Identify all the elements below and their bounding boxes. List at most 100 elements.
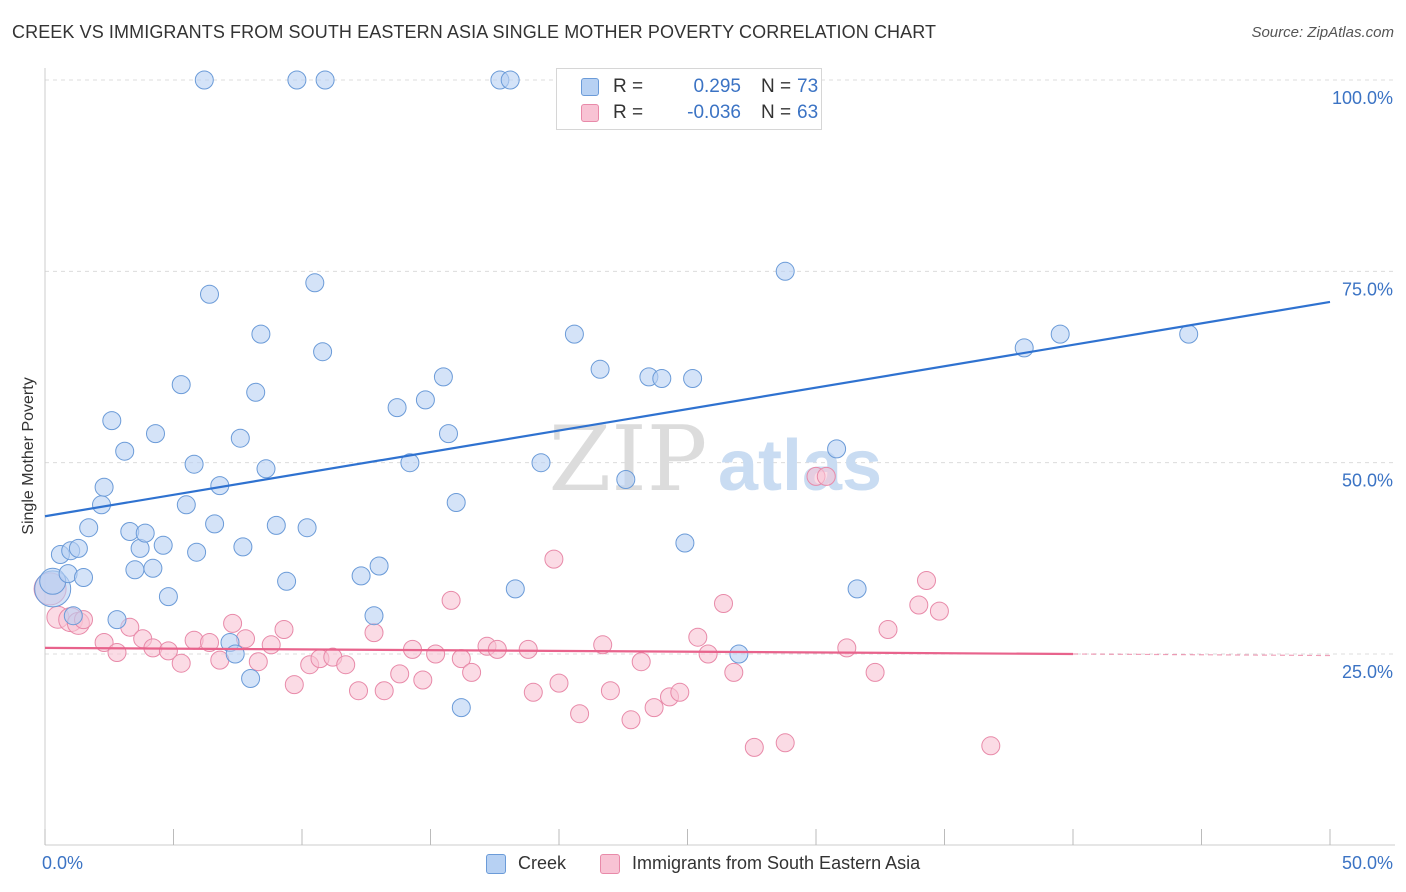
creek-point: [827, 439, 847, 459]
y-tick-label: 75.0%: [1342, 279, 1393, 299]
creek-point: [230, 428, 250, 448]
immigrants-point: [374, 681, 394, 701]
legend-r-value: -0.036: [687, 102, 741, 123]
creek-point: [616, 470, 636, 489]
creek-point: [531, 453, 551, 473]
creek-point: [369, 556, 389, 576]
watermark-atlas: atlas: [718, 426, 882, 506]
trendline-immigrants-extension: [1072, 653, 1331, 657]
creek-point: [225, 644, 245, 664]
legend-label-immigrants: Immigrants from South Eastern Asia: [632, 853, 921, 873]
immigrants-point: [775, 733, 795, 753]
immigrants-point: [487, 639, 507, 659]
immigrants-point: [816, 466, 836, 486]
creek-point: [729, 644, 749, 664]
immigrants-point: [518, 639, 538, 659]
creek-point: [194, 70, 214, 90]
legend-n-label: N =: [761, 76, 792, 97]
immigrants-point: [261, 635, 281, 655]
creek-point: [158, 587, 178, 607]
immigrants-point: [644, 698, 664, 718]
legend-swatch-creek: [486, 854, 506, 874]
creek-point: [107, 610, 127, 630]
creek-point: [1050, 324, 1070, 344]
creek-point: [79, 518, 99, 538]
creek-point: [241, 669, 261, 688]
watermark-zip: ZIP: [549, 407, 708, 512]
immigrants-point: [837, 638, 857, 658]
chart-title: CREEK VS IMMIGRANTS FROM SOUTH EASTERN A…: [12, 22, 937, 42]
legend-r-value: 0.295: [693, 76, 741, 97]
creek-point: [847, 579, 867, 599]
immigrants-point: [523, 682, 543, 702]
creek-point: [775, 261, 795, 281]
y-axis-label: Single Mother Poverty: [20, 377, 37, 535]
trendlines: [44, 300, 1331, 657]
creek-point: [446, 493, 466, 512]
immigrants-point: [917, 571, 936, 590]
legend-swatch-pink: [581, 104, 599, 122]
immigrants-point: [349, 681, 368, 701]
legend-n-value: 73: [797, 76, 819, 97]
creek-point: [313, 342, 333, 362]
immigrants-point: [441, 590, 461, 610]
source-label: Source: ZipAtlas.com: [1251, 24, 1394, 41]
immigrants-point: [364, 623, 384, 643]
y-tick-label: 100.0%: [1332, 88, 1393, 108]
trendline-creek: [44, 300, 1331, 518]
legend-r-label: R =: [613, 76, 644, 97]
creek-point: [63, 606, 83, 626]
immigrants-point: [593, 635, 613, 655]
trendline-immigrants: [44, 646, 1074, 656]
axes: [44, 68, 1395, 846]
immigrants-point: [107, 643, 127, 662]
creek-point: [451, 698, 471, 718]
creek-point: [287, 70, 307, 90]
creek-point: [115, 441, 135, 461]
creek-point: [68, 538, 88, 558]
creek-point: [683, 369, 703, 388]
immigrants-point: [909, 595, 929, 615]
creek-point: [590, 359, 610, 379]
legend-r-label: R =: [613, 102, 644, 123]
legend-n-label: N =: [761, 102, 792, 123]
creek-point: [251, 324, 271, 344]
y-tick-label: 25.0%: [1342, 662, 1393, 682]
creek-point: [675, 533, 695, 553]
immigrants-point: [94, 633, 114, 652]
immigrants-point: [714, 594, 733, 613]
creek-point: [153, 535, 173, 555]
creek-point: [433, 367, 453, 387]
immigrants-point: [929, 601, 949, 621]
immigrants-point: [390, 664, 410, 684]
immigrants-point: [670, 682, 690, 702]
creek-point: [246, 382, 266, 402]
immigrants-point: [631, 652, 651, 672]
gridlines: [45, 79, 1395, 655]
legend-label-creek: Creek: [518, 853, 567, 873]
creek-point: [400, 453, 420, 473]
creek-point: [256, 459, 276, 479]
immigrants-point: [698, 644, 718, 664]
legend-n-value: 63: [797, 102, 819, 123]
immigrants-point: [223, 613, 243, 633]
immigrants-point: [981, 736, 1001, 756]
creek-point: [135, 523, 155, 543]
immigrants-point: [688, 627, 708, 647]
creek-point: [102, 411, 122, 431]
creek-point: [505, 579, 525, 599]
immigrants-point: [200, 633, 219, 652]
y-tick-label: 50.0%: [1342, 471, 1393, 491]
immigrants-point: [248, 652, 268, 672]
creek-point: [187, 542, 207, 562]
creek-point: [315, 70, 335, 90]
creek-point: [297, 518, 317, 538]
immigrants-point: [274, 620, 294, 639]
creek-point: [500, 70, 520, 90]
immigrants-point: [336, 655, 356, 675]
creek-point: [176, 495, 196, 515]
creek-point: [233, 537, 253, 557]
immigrants-point: [878, 620, 898, 639]
immigrants-point: [284, 675, 304, 695]
